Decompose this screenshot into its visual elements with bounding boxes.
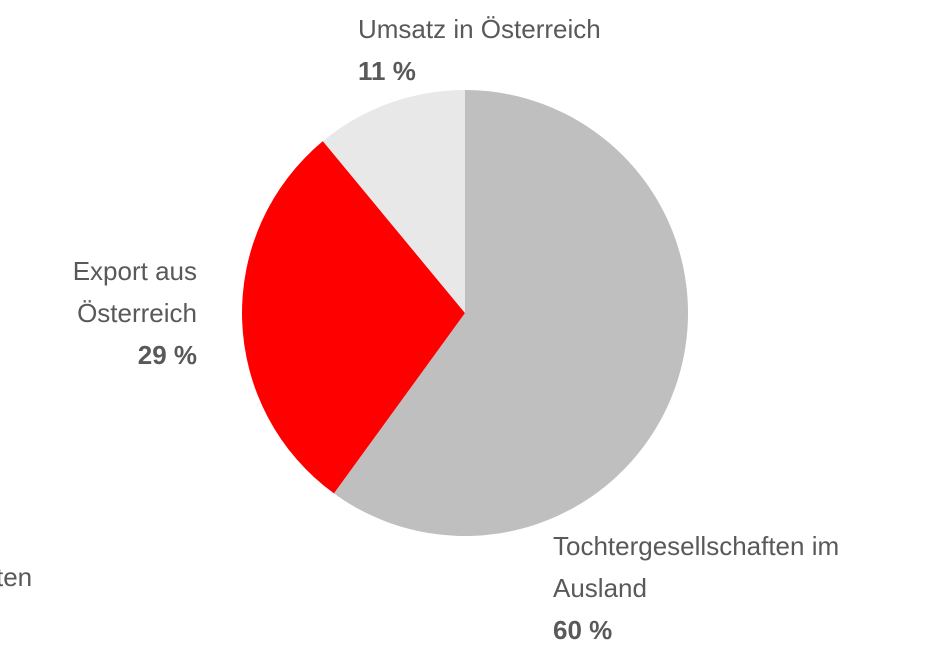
category-label: Export aus Österreich (72, 256, 197, 328)
category-label: Tochtergesellschaften im Ausland (553, 531, 840, 603)
value-label: 11 % (358, 56, 416, 86)
annotation: ten (0, 562, 33, 592)
pie-slice (322, 90, 465, 313)
slice-label: Tochtergesellschaften im Ausland 60 % (553, 525, 933, 651)
value-label: 29 % (137, 340, 197, 370)
category-label: Umsatz in Österreich (358, 14, 601, 44)
pie-slice (242, 141, 465, 494)
value-label: 60 % (553, 615, 613, 645)
slice-label: Umsatz in Österreich 11 % (358, 8, 758, 92)
slice-label: Export aus Österreich 29 % (17, 250, 197, 376)
pie-slice (333, 90, 688, 536)
